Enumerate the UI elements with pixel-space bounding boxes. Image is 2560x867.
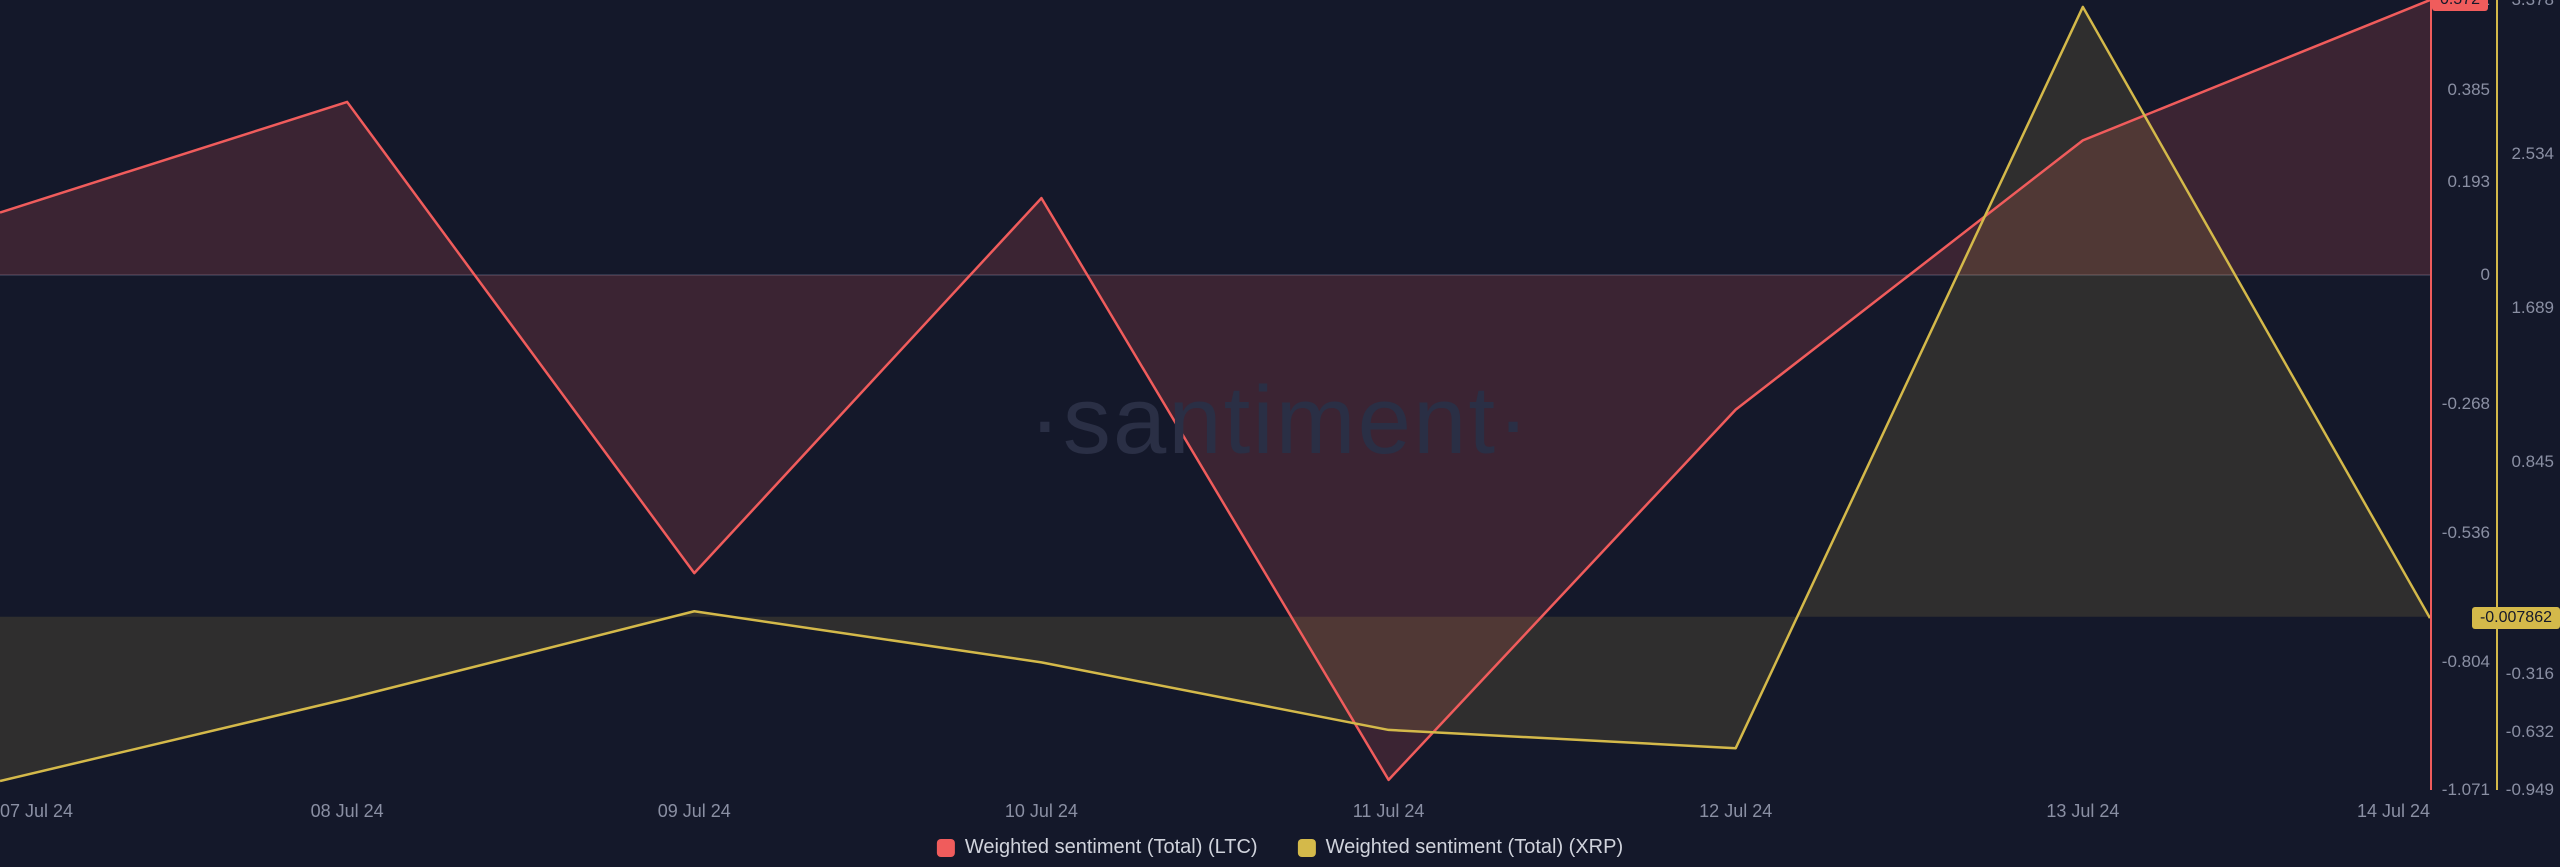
current-value-badge-ltc: 0.572 xyxy=(2432,0,2488,11)
y-tick-ltc: 0.193 xyxy=(2447,172,2490,192)
x-tick-label: 13 Jul 24 xyxy=(2046,801,2119,822)
legend-item-ltc[interactable]: Weighted sentiment (Total) (LTC) xyxy=(937,836,1258,859)
legend-swatch-ltc xyxy=(937,839,955,857)
y-tick-xrp: 0.845 xyxy=(2511,452,2554,472)
legend-swatch-xrp xyxy=(1298,839,1316,857)
y-tick-ltc: -1.071 xyxy=(2442,780,2490,800)
y-tick-xrp: -0.316 xyxy=(2506,664,2554,684)
legend-item-xrp[interactable]: Weighted sentiment (Total) (XRP) xyxy=(1298,836,1624,859)
y-tick-xrp: 3.378 xyxy=(2511,0,2554,10)
sentiment-chart: ·santiment· -1.071-0.804-0.536-0.26800.1… xyxy=(0,0,2560,867)
y-tick-xrp: -0.949 xyxy=(2506,780,2554,800)
plot-svg xyxy=(0,0,2430,790)
legend: Weighted sentiment (Total) (LTC) Weighte… xyxy=(937,836,1623,859)
legend-label-xrp: Weighted sentiment (Total) (XRP) xyxy=(1326,836,1624,859)
y-tick-ltc: 0 xyxy=(2481,265,2490,285)
x-tick-label: 12 Jul 24 xyxy=(1699,801,1772,822)
x-tick-label: 10 Jul 24 xyxy=(1005,801,1078,822)
y-tick-ltc: -0.804 xyxy=(2442,652,2490,672)
legend-label-ltc: Weighted sentiment (Total) (LTC) xyxy=(965,836,1258,859)
y-tick-ltc: -0.268 xyxy=(2442,394,2490,414)
y-axis-xrp: -0.949-0.632-0.31600.8451.6892.5343.378 xyxy=(2496,0,2554,790)
y-tick-xrp: 1.689 xyxy=(2511,298,2554,318)
y-axis-ltc: -1.071-0.804-0.536-0.26800.1930.3850.572 xyxy=(2430,0,2490,790)
x-tick-label: 07 Jul 24 xyxy=(0,801,73,822)
y-tick-xrp: 2.534 xyxy=(2511,144,2554,164)
current-value-badge-xrp: -0.007862 xyxy=(2472,607,2560,629)
x-tick-label: 11 Jul 24 xyxy=(1353,801,1425,822)
x-tick-label: 14 Jul 24 xyxy=(2357,801,2430,822)
y-tick-ltc: 0.385 xyxy=(2447,80,2490,100)
x-tick-label: 09 Jul 24 xyxy=(658,801,731,822)
y-tick-xrp: -0.632 xyxy=(2506,722,2554,742)
x-tick-label: 08 Jul 24 xyxy=(311,801,384,822)
x-axis: 07 Jul 24 08 Jul 24 09 Jul 24 10 Jul 24 11 J… xyxy=(0,801,2430,825)
y-tick-ltc: -0.536 xyxy=(2442,523,2490,543)
